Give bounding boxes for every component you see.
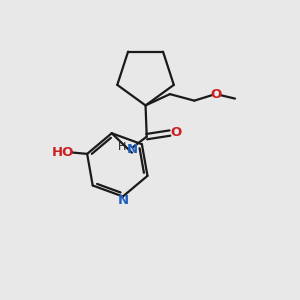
Text: N: N (127, 142, 138, 156)
Text: O: O (170, 126, 182, 139)
Text: H: H (118, 142, 126, 152)
Text: HO: HO (52, 146, 75, 159)
Text: O: O (210, 88, 221, 100)
Text: N: N (117, 194, 128, 207)
